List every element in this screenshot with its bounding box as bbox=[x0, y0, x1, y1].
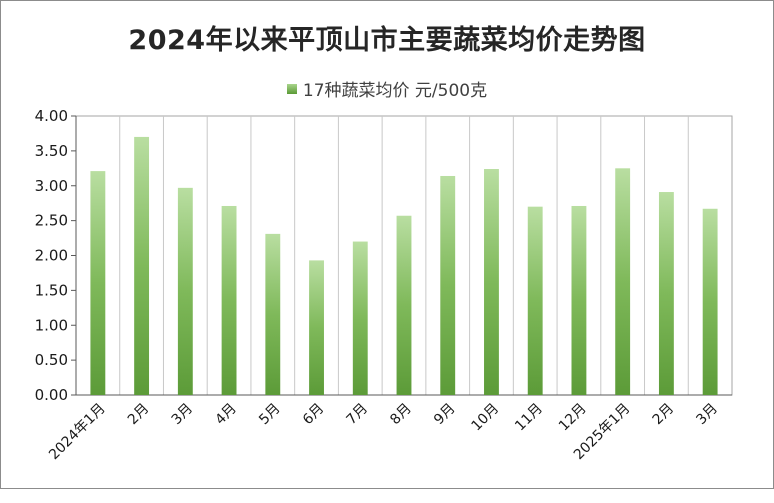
chart-title: 2024年以来平顶山市主要蔬菜均价走势图 bbox=[128, 25, 646, 56]
x-tick-label: 11月 bbox=[512, 401, 546, 435]
y-tick-label: 0.50 bbox=[35, 351, 68, 369]
x-tick-label: 10月 bbox=[468, 401, 502, 435]
x-tick-label: 2024年1月 bbox=[46, 401, 109, 464]
bar bbox=[571, 205, 587, 395]
x-tick-label: 2月 bbox=[125, 401, 153, 429]
y-tick-label: 0.00 bbox=[35, 386, 68, 404]
x-tick-label: 5月 bbox=[256, 401, 284, 429]
x-tick-label: 7月 bbox=[344, 401, 372, 429]
x-tick-label: 2月 bbox=[650, 401, 678, 429]
bar bbox=[396, 215, 412, 395]
bar bbox=[484, 169, 499, 395]
y-tick-label: 2.00 bbox=[35, 247, 68, 265]
bar bbox=[221, 205, 237, 395]
y-tick-label: 1.00 bbox=[35, 316, 68, 334]
x-tick-label: 8月 bbox=[387, 401, 415, 429]
y-tick-label: 3.50 bbox=[35, 142, 68, 160]
x-tick-label: 4月 bbox=[212, 401, 240, 429]
bar bbox=[615, 168, 631, 395]
y-tick-label: 4.00 bbox=[35, 107, 68, 125]
x-tick-label: 3月 bbox=[169, 401, 197, 429]
bar bbox=[90, 171, 106, 395]
y-tick-label: 1.50 bbox=[35, 281, 68, 299]
bar bbox=[440, 175, 456, 395]
legend-label: 17种蔬菜均价 元/500克 bbox=[302, 81, 488, 101]
bar bbox=[352, 241, 368, 395]
x-tick-label: 6月 bbox=[300, 401, 328, 429]
bar bbox=[177, 187, 193, 395]
y-tick-label: 3.00 bbox=[35, 177, 68, 195]
x-tick-label: 12月 bbox=[556, 401, 590, 435]
x-tick-label: 3月 bbox=[693, 401, 721, 429]
bar bbox=[658, 192, 674, 395]
chart-legend: 17种蔬菜均价 元/500克 bbox=[0, 76, 774, 101]
bar bbox=[702, 208, 718, 395]
legend-swatch bbox=[286, 83, 297, 94]
bar bbox=[527, 206, 543, 395]
bar bbox=[309, 260, 324, 395]
x-tick-label: 9月 bbox=[431, 401, 459, 429]
bar bbox=[265, 233, 281, 395]
y-tick-label: 2.50 bbox=[35, 212, 68, 230]
bar bbox=[134, 136, 150, 396]
